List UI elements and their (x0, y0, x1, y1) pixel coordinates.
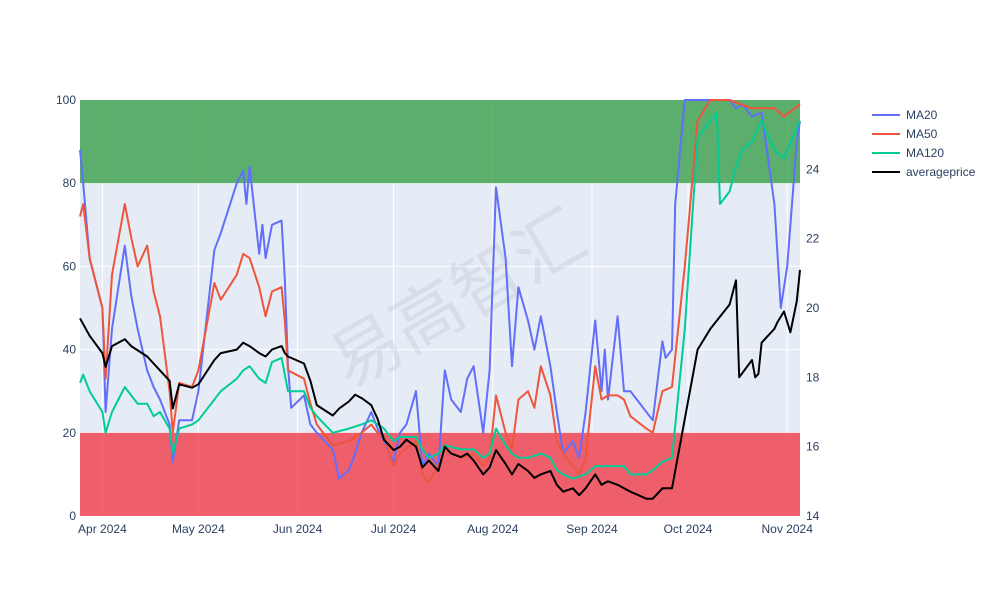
series-line-ma120 (79, 111, 801, 480)
series-lines (79, 99, 801, 500)
y-axis-left: 0 20 40 60 80 100 (56, 93, 76, 523)
x-tick-label: Oct 2024 (664, 522, 713, 536)
y-left-tick-label: 60 (63, 259, 77, 273)
x-tick-label: Jul 2024 (371, 522, 417, 536)
overbought-band (80, 100, 800, 184)
x-tick-label: Nov 2024 (762, 522, 814, 536)
x-tick-label: Sep 2024 (566, 522, 618, 536)
x-tick-label: Jun 2024 (273, 522, 323, 536)
series-line-ma50 (79, 99, 801, 484)
y-left-tick-label: 80 (63, 176, 77, 190)
y-axis-right: 14 16 18 20 22 24 (806, 162, 820, 523)
y-right-tick-label: 24 (806, 162, 820, 176)
x-tick-label: May 2024 (172, 522, 225, 536)
legend-label-averageprice: averageprice (906, 165, 976, 179)
series-line-averageprice (79, 269, 801, 500)
y-left-tick-label: 20 (63, 426, 77, 440)
y-right-tick-label: 18 (806, 370, 820, 384)
y-right-tick-label: 16 (806, 440, 820, 454)
y-right-tick-label: 14 (806, 509, 820, 523)
legend-label-ma120: MA120 (906, 146, 944, 160)
y-left-tick-label: 0 (69, 509, 76, 523)
y-right-tick-label: 20 (806, 301, 820, 315)
legend-label-ma20: MA20 (906, 108, 938, 122)
legend: MA20 MA50 MA120 averageprice (872, 108, 976, 179)
y-right-tick-label: 22 (806, 232, 820, 246)
y-left-tick-label: 100 (56, 93, 76, 107)
legend-label-ma50: MA50 (906, 127, 938, 141)
y-left-tick-label: 40 (63, 343, 77, 357)
x-tick-label: Apr 2024 (78, 522, 127, 536)
series-line-ma20 (79, 99, 801, 480)
x-axis: Apr 2024 May 2024 Jun 2024 Jul 2024 Aug 2024… (78, 522, 813, 536)
x-tick-label: Aug 2024 (467, 522, 519, 536)
